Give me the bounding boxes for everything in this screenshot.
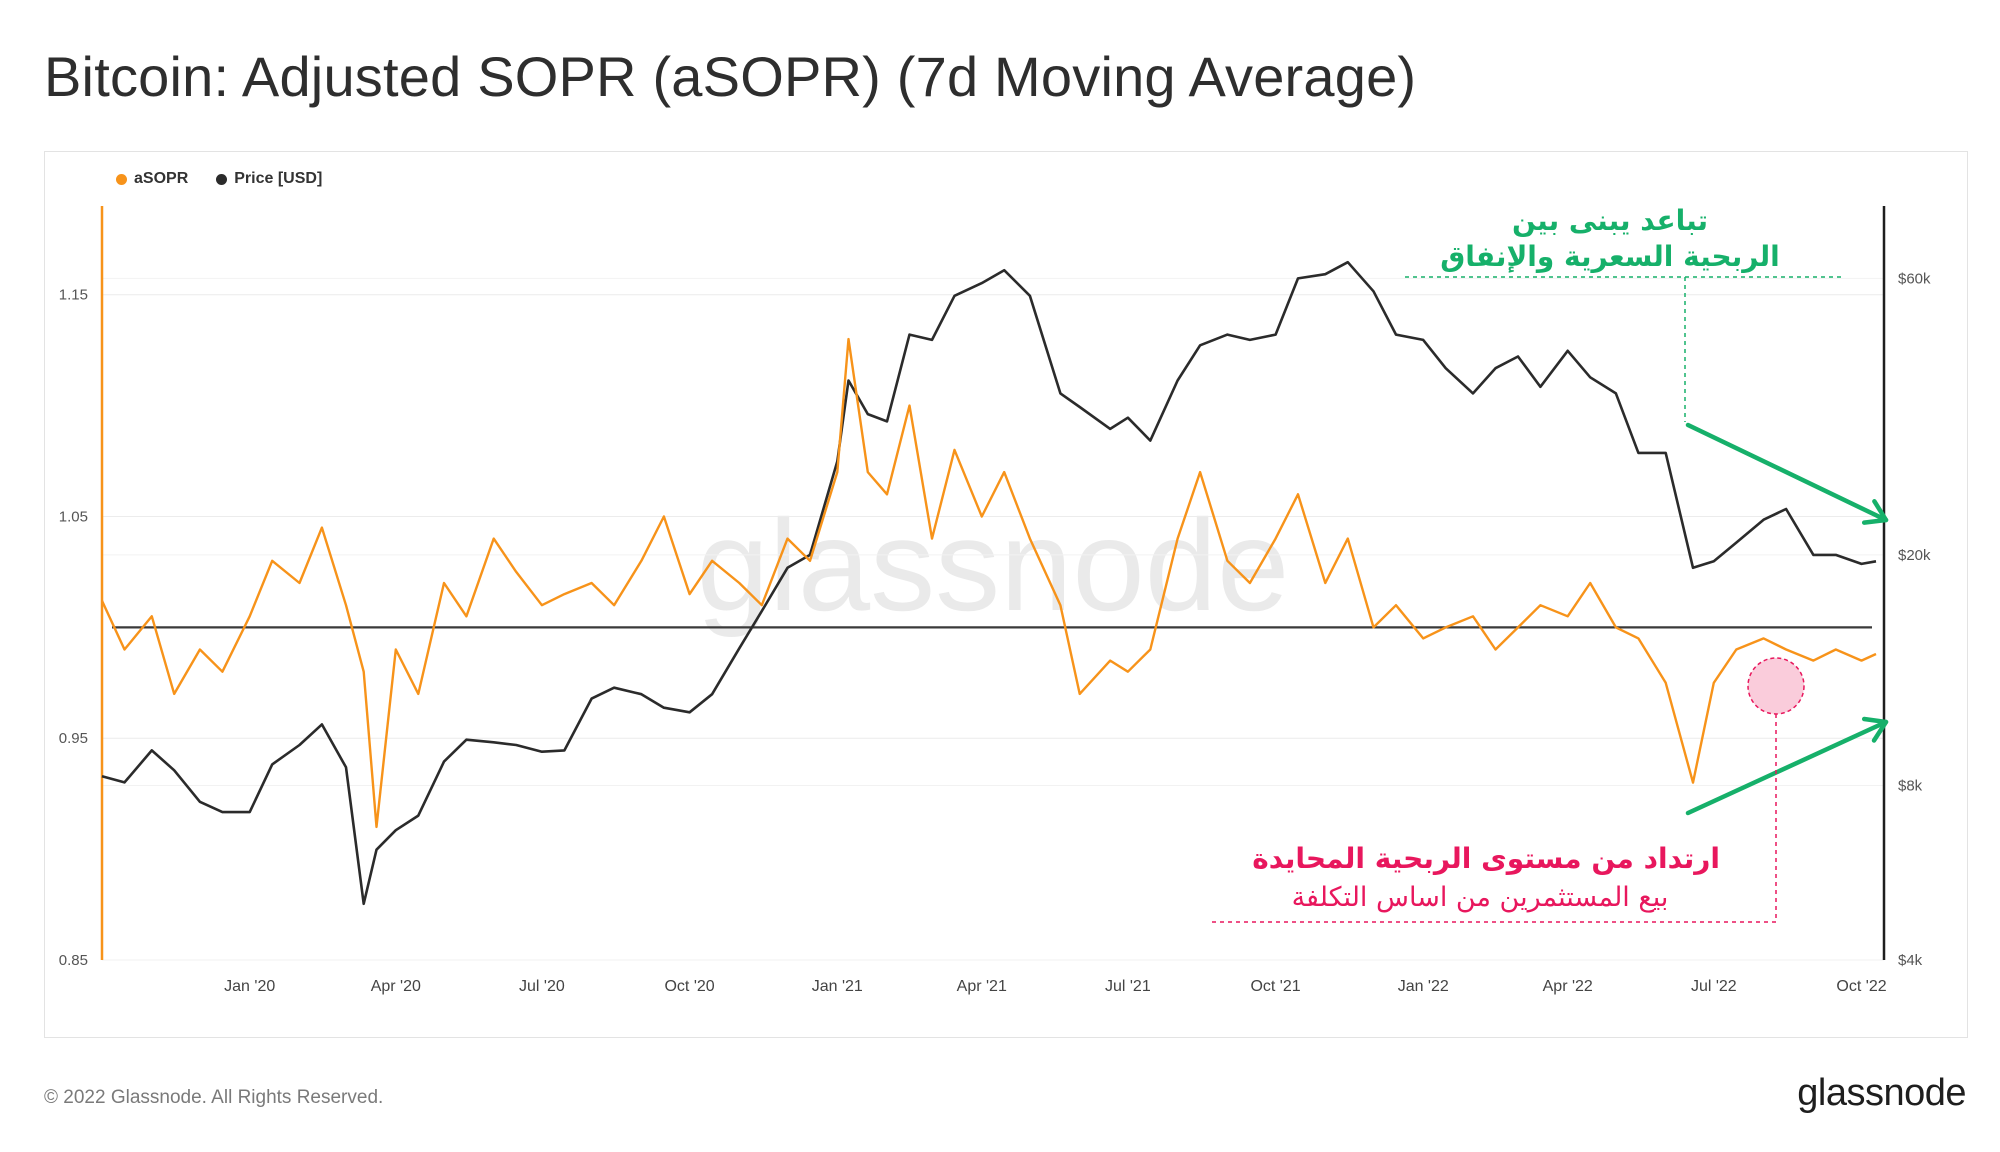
x-axis-tick-label: Jul '21 — [1105, 978, 1151, 995]
x-axis-tick-label: Oct '20 — [664, 978, 714, 995]
arrow-asopr-up-shaft — [1685, 719, 1889, 816]
legend-item-price[interactable]: Price [USD] — [216, 170, 322, 188]
x-axis-tick-label: Jan '20 — [224, 978, 275, 995]
glassnode-logo: glassnode — [1797, 1072, 1966, 1114]
x-axis-tick-label: Jan '21 — [812, 978, 863, 995]
page-title: Bitcoin: Adjusted SOPR (aSOPR) (7d Movin… — [44, 45, 1417, 108]
x-axis-tick-label: Apr '21 — [957, 978, 1007, 995]
legend-label-price: Price [USD] — [234, 170, 323, 187]
series-line-asopr — [100, 337, 1877, 829]
arrow-price-down-head — [1861, 499, 1889, 525]
left-axis-tick-label: 0.95 — [59, 730, 88, 747]
legend-dot-price — [216, 173, 228, 185]
x-axis-tick-label: Oct '21 — [1250, 978, 1300, 995]
x-axis-tick-label: Jul '20 — [519, 978, 565, 995]
arrow-price-down-shaft — [1685, 422, 1889, 523]
right-axis-tick-label: $8k — [1898, 778, 1923, 795]
annotation-divergence-line2: الربحية السعرية والإنفاق — [1440, 240, 1780, 273]
right-axis-tick-label: $20k — [1898, 547, 1931, 564]
arrow-asopr-up-head — [1861, 716, 1889, 743]
left-axis-tick-label: 0.85 — [59, 952, 88, 969]
right-axis-tick-label: $4k — [1898, 952, 1923, 969]
x-axis-tick-label: Jan '22 — [1398, 978, 1449, 995]
footer-copyright: © 2022 Glassnode. All Rights Reserved. — [44, 1087, 384, 1108]
chart-legend: aSOPR Price [USD] — [116, 170, 322, 188]
annotation-divergence-line1: تباعد يبنى بين — [1511, 204, 1709, 237]
legend-item-asopr[interactable]: aSOPR — [116, 170, 188, 188]
chart-frame — [44, 151, 1968, 1038]
watermark-text: glassnode — [697, 492, 1290, 638]
x-axis-tick-label: Apr '20 — [371, 978, 421, 995]
annotation-rebound-line1: ارتداد من مستوى الربحية المحايدة — [1252, 842, 1720, 875]
x-axis-tick-label: Apr '22 — [1543, 978, 1593, 995]
x-axis-tick-label: Jul '22 — [1691, 978, 1737, 995]
left-axis-tick-label: 1.05 — [59, 508, 88, 525]
series-line-price — [101, 260, 1877, 906]
left-axis-tick-label: 1.15 — [59, 287, 88, 304]
legend-dot-asopr — [116, 173, 127, 185]
right-axis-tick-label: $60k — [1898, 270, 1931, 287]
legend-label-asopr: aSOPR — [134, 170, 189, 187]
x-axis-tick-label: Oct '22 — [1836, 978, 1886, 995]
annotation-rebound-line2: بيع المستثمرين من اساس التكلفة — [1291, 882, 1669, 913]
annotation-highlight-circle — [1747, 657, 1805, 715]
